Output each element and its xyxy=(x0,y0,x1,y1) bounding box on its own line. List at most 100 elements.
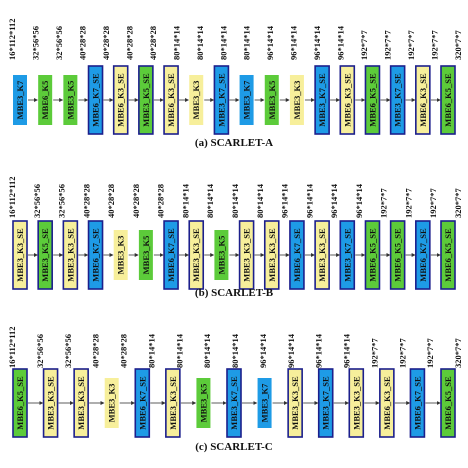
shape-label: 96*14*14 xyxy=(312,25,322,60)
block-label: MBE3_K7_SE xyxy=(229,376,239,430)
shape-label: 192*7*7 xyxy=(359,30,369,61)
block-label: MBE3_K7_SE xyxy=(393,73,403,127)
shape-label: 96*14*14 xyxy=(342,333,352,368)
block xyxy=(37,220,53,290)
shape-label: 96*14*14 xyxy=(354,183,364,218)
block xyxy=(257,378,272,428)
block xyxy=(163,65,179,135)
block xyxy=(226,368,242,438)
shape-label: 96*14*14 xyxy=(265,25,275,60)
block xyxy=(138,230,153,280)
shape-label: 80*14*14 xyxy=(205,183,215,218)
block-label: MBE3_K3 xyxy=(107,384,117,423)
shape-label: 32*56*56 xyxy=(63,334,73,368)
block-label: MBE6_K5_SE xyxy=(443,73,453,127)
shape-label: 96*14*14 xyxy=(258,333,268,368)
block-label: MBE3_K7_SE xyxy=(216,73,226,127)
block xyxy=(138,65,154,135)
block-label: MBE6_K5_SE xyxy=(443,228,453,282)
block-label: MBE3_K5 xyxy=(198,384,208,423)
shape-label: 96*14*14 xyxy=(336,25,346,60)
block-label: MBE3_K3 xyxy=(191,81,201,120)
block-label: MBE3_K3_SE xyxy=(317,228,327,282)
shape-label: 320*7*7 xyxy=(453,188,463,219)
block xyxy=(38,75,53,125)
block xyxy=(87,65,104,135)
block xyxy=(440,220,456,290)
block-label: MBE6_K7_SE xyxy=(292,228,302,282)
caption: (b) SCARLET-B xyxy=(195,287,274,299)
shape-label: 80*14*14 xyxy=(146,333,156,368)
block-label: MBE6_K5_SE xyxy=(367,228,377,282)
block-label: MBE3_K5_SE xyxy=(141,73,151,127)
block-label: MBE6_K3_SE xyxy=(418,73,428,127)
shape-label: 40*28*28 xyxy=(106,184,116,218)
block xyxy=(238,220,255,290)
shape-label: 32*56*56 xyxy=(57,184,67,218)
block-label: MBE3_K5 xyxy=(65,81,75,120)
block xyxy=(287,368,303,438)
block-label: MBE3_K7_SE xyxy=(342,228,352,282)
block-label: MBE6_K3_SE xyxy=(382,376,392,430)
block xyxy=(263,220,280,290)
caption: (c) SCARLET-C xyxy=(195,441,273,453)
block-label: MBE3_K3_SE xyxy=(76,376,86,430)
block xyxy=(314,220,330,290)
shape-label: 80*14*14 xyxy=(171,25,181,60)
block-label: MBE6_K7_SE xyxy=(412,376,422,430)
shape-label: 80*14*14 xyxy=(230,333,240,368)
block-label: MBE3_K7 xyxy=(260,383,270,422)
block xyxy=(415,220,431,290)
block-label: MBE3_K3_SE xyxy=(168,376,178,430)
shape-label: 192*7*7 xyxy=(379,188,389,219)
block xyxy=(113,230,128,280)
block-label: MBE3_K3_SE xyxy=(267,228,277,282)
shape-label: 40*28*28 xyxy=(124,26,134,60)
block-label: MBE6_K7_SE xyxy=(418,228,428,282)
block xyxy=(12,368,28,438)
block xyxy=(163,220,179,290)
block xyxy=(314,65,330,135)
block xyxy=(63,75,78,125)
block xyxy=(389,220,406,290)
shape-label: 40*28*28 xyxy=(81,184,91,218)
block xyxy=(415,65,431,135)
shape-label: 320*7*7 xyxy=(453,30,463,61)
shape-label: 32*56*56 xyxy=(35,334,45,368)
shape-label: 192*7*7 xyxy=(425,338,435,369)
block-label: MBE3_K5 xyxy=(267,81,277,120)
block-label: MBE6_K5_SE xyxy=(15,376,25,430)
block xyxy=(317,368,334,438)
block xyxy=(13,75,27,125)
shape-label: 40*28*28 xyxy=(91,334,101,368)
shape-label: 96*14*14 xyxy=(314,333,324,368)
shape-label: 192*7*7 xyxy=(369,338,379,369)
shape-label: 192*7*7 xyxy=(428,188,438,219)
block xyxy=(364,220,381,290)
block-label: MBE6_K7_SE xyxy=(166,228,176,282)
block-label: MBE3_K3 xyxy=(292,81,302,120)
block xyxy=(188,220,205,290)
caption: (a) SCARLET-A xyxy=(195,137,273,149)
block-label: MBE3_K3_SE xyxy=(15,228,25,282)
shape-label: 192*7*7 xyxy=(406,30,416,61)
block xyxy=(348,368,365,438)
block xyxy=(165,368,181,438)
shape-label: 80*14*14 xyxy=(180,183,190,218)
block-label: MBE3_K3 xyxy=(116,236,126,275)
shape-label: 40*28*28 xyxy=(119,334,129,368)
shape-label: 32*56*56 xyxy=(32,184,42,218)
block xyxy=(409,368,426,438)
block-label: MBE3_K3_SE xyxy=(290,376,300,430)
block xyxy=(339,65,356,135)
block xyxy=(189,75,204,125)
shape-label: 80*14*14 xyxy=(174,333,184,368)
block xyxy=(264,75,279,125)
block-label: MBE6_K7_SE xyxy=(137,376,147,430)
block xyxy=(134,368,151,438)
block xyxy=(214,230,229,280)
shape-label: 192*7*7 xyxy=(430,30,440,61)
shape-label: 192*7*7 xyxy=(397,338,407,369)
shape-label: 96*14*14 xyxy=(286,333,296,368)
